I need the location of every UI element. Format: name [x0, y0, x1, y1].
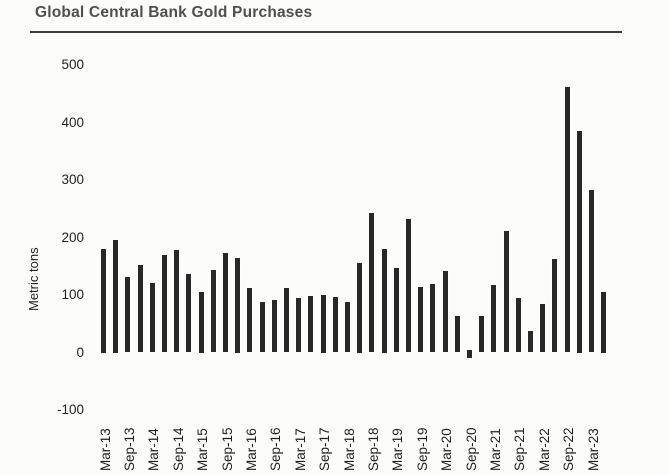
bar-Dec-13 — [137, 265, 143, 353]
x-tick-label-Sep-16: Sep-16 — [268, 427, 284, 471]
bar-Dec-20 — [479, 316, 485, 353]
x-tick-label-Sep-22: Sep-22 — [561, 427, 577, 471]
x-tick-label-Sep-13: Sep-13 — [121, 427, 137, 471]
x-tick-label-Mar-20: Mar-20 — [439, 428, 455, 471]
bar-Sep-15 — [223, 253, 228, 353]
bar-Mar-19 — [393, 267, 399, 353]
bar-Jun-13 — [113, 240, 119, 353]
x-tick-label-Mar-21: Mar-21 — [487, 428, 503, 471]
bar-Dec-21 — [528, 331, 533, 353]
y-tick-label-100: 100 — [61, 287, 84, 302]
x-tick-label-Mar-14: Mar-14 — [146, 428, 162, 471]
x-tick-label-Mar-16: Mar-16 — [243, 428, 259, 471]
bar-Mar-17 — [296, 298, 302, 353]
bar-Mar-14 — [149, 282, 155, 353]
bar-Jun-20 — [454, 315, 460, 353]
bar-Mar-20 — [442, 270, 448, 353]
bar-Mar-13 — [101, 249, 106, 353]
x-tick-label-Sep-21: Sep-21 — [512, 427, 528, 471]
x-tick-label-Sep-17: Sep-17 — [317, 427, 333, 471]
bar-Jun-17 — [308, 295, 314, 353]
x-tick-label-Mar-15: Mar-15 — [195, 428, 211, 471]
bar-Dec-22 — [576, 131, 582, 353]
bar-Sep-13 — [125, 277, 131, 353]
x-tick-label-Mar-22: Mar-22 — [536, 428, 552, 471]
bar-Dec-15 — [235, 257, 241, 353]
bar-Sep-20 — [467, 349, 472, 359]
bar-Dec-16 — [284, 288, 289, 353]
x-tick-label-Sep-19: Sep-19 — [414, 427, 430, 471]
bar-Sep-16 — [271, 299, 277, 353]
bar-Mar-22 — [540, 304, 546, 353]
chart-title: Global Central Bank Gold Purchases — [35, 4, 313, 21]
y-tick-label-300: 300 — [61, 172, 84, 187]
title-underline — [30, 31, 622, 33]
bar-Sep-17 — [320, 295, 326, 353]
x-tick-label-Mar-17: Mar-17 — [292, 428, 308, 471]
x-tick-label-Mar-18: Mar-18 — [341, 428, 357, 471]
bar-Sep-14 — [174, 250, 180, 353]
bar-Jun-21 — [503, 230, 509, 353]
bar-Jun-19 — [406, 219, 411, 353]
bar-Dec-18 — [381, 249, 387, 353]
bar-Sep-21 — [515, 298, 521, 353]
bar-Sep-22 — [564, 86, 570, 353]
bar-Sep-18 — [369, 212, 375, 353]
bar-Mar-21 — [491, 284, 497, 353]
bar-Dec-14 — [186, 273, 192, 353]
y-tick-label-500: 500 — [61, 57, 84, 72]
bar-Jun-14 — [162, 255, 167, 353]
y-tick-label--100: -100 — [56, 402, 84, 417]
x-tick-label-Sep-20: Sep-20 — [463, 427, 479, 471]
bar-Mar-15 — [198, 292, 204, 353]
bar-Jun-16 — [259, 301, 265, 353]
bar-Mar-18 — [345, 302, 350, 353]
x-tick-label-Sep-18: Sep-18 — [365, 427, 381, 471]
bar-Dec-19 — [430, 284, 436, 353]
bar-Mar-23 — [589, 189, 594, 353]
bar-Jun-18 — [357, 263, 363, 353]
bar-Jun-22 — [552, 259, 558, 353]
x-tick-label-Mar-23: Mar-23 — [585, 428, 601, 471]
y-tick-label-0: 0 — [76, 344, 84, 360]
y-tick-label-200: 200 — [61, 229, 84, 245]
x-tick-label-Mar-13: Mar-13 — [97, 428, 113, 471]
x-tick-label-Sep-15: Sep-15 — [219, 427, 235, 471]
bar-Jun-23 — [601, 292, 607, 353]
bar-Dec-17 — [332, 297, 338, 353]
x-tick-label-Sep-14: Sep-14 — [170, 427, 186, 471]
x-tick-label-Mar-19: Mar-19 — [390, 428, 406, 471]
y-tick-label-400: 400 — [61, 114, 84, 130]
bar-Mar-16 — [247, 287, 253, 353]
bar-Jun-15 — [210, 269, 216, 353]
bar-Sep-19 — [418, 286, 424, 353]
